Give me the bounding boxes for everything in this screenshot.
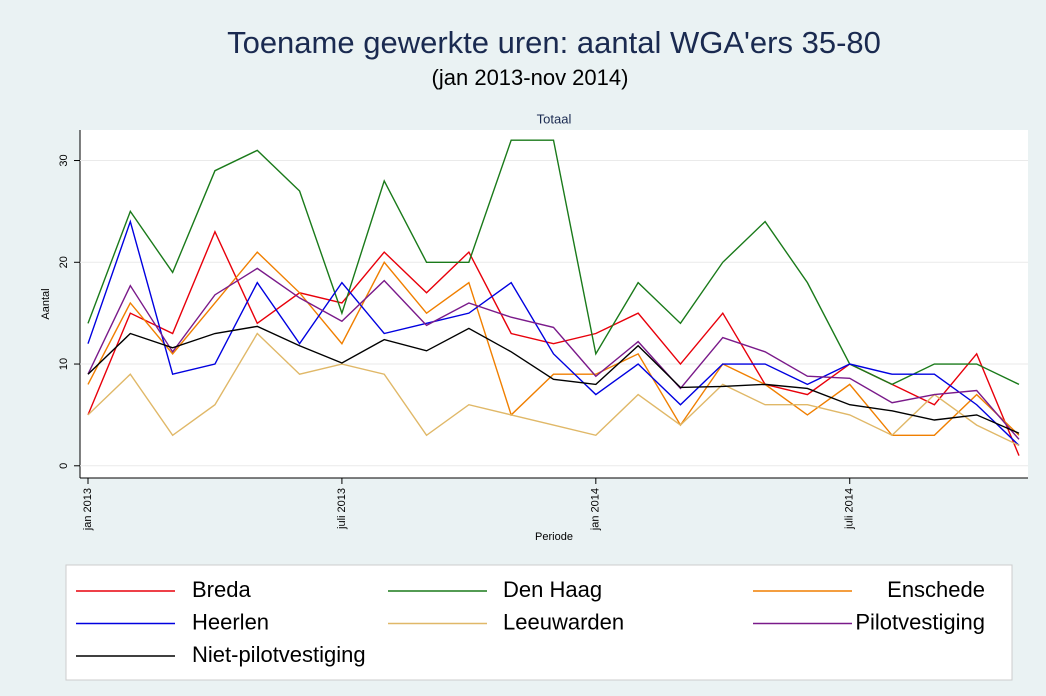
- y-tick-label: 10: [58, 358, 70, 370]
- legend-label: Breda: [192, 577, 251, 602]
- legend-box: [65, 564, 1013, 681]
- plot-area: [80, 130, 1028, 478]
- series-line: [87, 139, 1020, 386]
- legend-label: Enschede: [887, 577, 985, 602]
- series-line: [87, 332, 1020, 447]
- legend-label: Niet-pilotvestiging: [192, 642, 366, 667]
- series-line: [87, 325, 1020, 434]
- legend-label: Leeuwarden: [503, 609, 624, 634]
- y-tick-label: 30: [58, 154, 70, 166]
- x-axis-label: Periode: [535, 531, 573, 543]
- panel-title: Totaal: [537, 111, 572, 126]
- x-tick-label: juli 2014: [844, 488, 856, 530]
- chart-subtitle: (jan 2013-nov 2014): [432, 65, 629, 90]
- series-line: [87, 267, 1020, 440]
- series-line: [87, 219, 1020, 446]
- chart-title: Toename gewerkte uren: aantal WGA'ers 35…: [227, 25, 881, 60]
- x-tick-label: jan 2013: [82, 488, 94, 531]
- legend-label: Pilotvestiging: [855, 609, 985, 634]
- legend-label: Den Haag: [503, 577, 602, 602]
- y-tick-label: 0: [58, 463, 70, 469]
- x-tick-label: jan 2014: [590, 488, 602, 531]
- x-tick-label: juli 2013: [336, 488, 348, 530]
- y-axis-label: Aantal: [40, 288, 52, 319]
- y-tick-label: 20: [58, 256, 70, 268]
- legend-label: Heerlen: [192, 609, 269, 634]
- series-line: [87, 251, 1020, 436]
